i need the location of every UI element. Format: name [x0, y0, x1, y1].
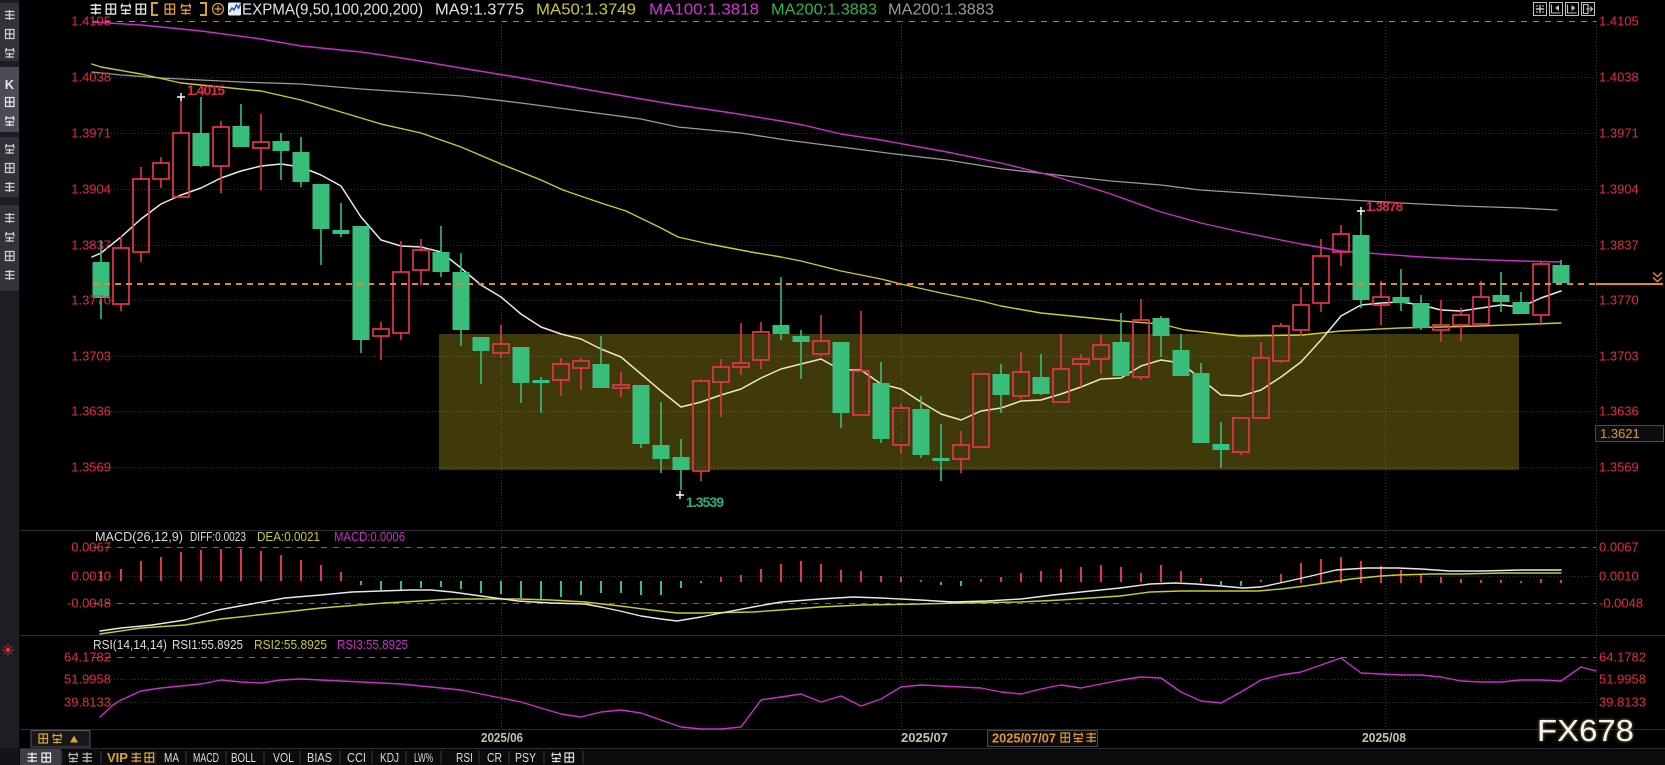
- svg-text:51.9958: 51.9958: [64, 672, 111, 687]
- svg-text:39.8133: 39.8133: [1599, 695, 1646, 710]
- svg-text:DIFF:0.0023: DIFF:0.0023: [190, 530, 246, 544]
- svg-text:-0.0048: -0.0048: [1599, 596, 1643, 611]
- svg-text:1.3770: 1.3770: [71, 293, 111, 308]
- svg-text:FX678: FX678: [1537, 713, 1634, 748]
- svg-text:1.3569: 1.3569: [71, 460, 111, 475]
- svg-text:64.1782: 64.1782: [64, 650, 111, 665]
- svg-text:K: K: [5, 77, 15, 92]
- svg-text:MA200:1.3883: MA200:1.3883: [888, 2, 994, 19]
- svg-text:MA50:1.3749: MA50:1.3749: [536, 2, 636, 19]
- svg-text:1.4105: 1.4105: [71, 14, 111, 29]
- svg-text:RSI(14,14,14): RSI(14,14,14): [93, 638, 167, 652]
- svg-text:0.0067: 0.0067: [71, 540, 111, 555]
- svg-text:1.3569: 1.3569: [1599, 460, 1639, 475]
- svg-text:1.3539: 1.3539: [686, 494, 724, 510]
- svg-text:CR: CR: [487, 751, 502, 765]
- svg-text:RSI3:55.8925: RSI3:55.8925: [337, 638, 408, 652]
- svg-text:1.4038: 1.4038: [71, 70, 111, 85]
- svg-text:1.3971: 1.3971: [1599, 126, 1639, 141]
- svg-text:1.3703: 1.3703: [1599, 349, 1639, 364]
- svg-text:0.0010: 0.0010: [71, 569, 111, 584]
- svg-text:KDJ: KDJ: [380, 751, 399, 765]
- svg-text:1.3621: 1.3621: [1600, 426, 1640, 441]
- svg-text:PSY: PSY: [515, 751, 537, 765]
- svg-text:RSI2:55.8925: RSI2:55.8925: [254, 638, 327, 652]
- svg-text:1.3636: 1.3636: [1599, 404, 1639, 419]
- svg-text:EXPMA(9,50,100,200,200): EXPMA(9,50,100,200,200): [242, 2, 423, 19]
- svg-text:1.4015: 1.4015: [187, 82, 225, 98]
- svg-text:MA9:1.3775: MA9:1.3775: [435, 2, 524, 19]
- svg-text:1.3837: 1.3837: [1599, 238, 1639, 253]
- svg-text:51.9958: 51.9958: [1599, 672, 1646, 687]
- svg-text:MACD:0.0006: MACD:0.0006: [334, 530, 405, 544]
- svg-text:BIAS: BIAS: [307, 751, 332, 765]
- svg-text:MACD(26,12,9): MACD(26,12,9): [95, 530, 183, 544]
- svg-text:2025/07: 2025/07: [901, 731, 948, 745]
- svg-text:64.1782: 64.1782: [1599, 650, 1646, 665]
- svg-text:RSI1:55.8925: RSI1:55.8925: [172, 638, 243, 652]
- svg-text:1.3770: 1.3770: [1599, 293, 1639, 308]
- svg-text:1.3971: 1.3971: [71, 126, 111, 141]
- svg-text:1.3837: 1.3837: [71, 238, 111, 253]
- svg-text:2025/08: 2025/08: [1362, 731, 1406, 745]
- svg-text:0.0010: 0.0010: [1599, 569, 1639, 584]
- svg-text:RSI: RSI: [456, 751, 473, 765]
- svg-text:1.3878: 1.3878: [1366, 199, 1403, 214]
- svg-text:DEA:0.0021: DEA:0.0021: [257, 530, 320, 544]
- svg-text:BOLL: BOLL: [231, 751, 256, 765]
- svg-text:39.8133: 39.8133: [64, 695, 111, 710]
- svg-text:CCI: CCI: [347, 751, 366, 765]
- svg-text:1.4038: 1.4038: [1599, 70, 1639, 85]
- svg-text:1.3904: 1.3904: [1599, 182, 1639, 197]
- svg-text:MA200:1.3883: MA200:1.3883: [771, 2, 877, 19]
- svg-text:1.4105: 1.4105: [1599, 14, 1639, 29]
- svg-text:2025/06: 2025/06: [481, 731, 523, 745]
- svg-text:2025/07/07: 2025/07/07: [992, 732, 1056, 746]
- svg-text:VOL: VOL: [273, 751, 294, 765]
- svg-text:MACD: MACD: [193, 751, 219, 765]
- svg-text:1.3636: 1.3636: [71, 404, 111, 419]
- svg-text:LW%: LW%: [414, 751, 433, 765]
- svg-text:1.3904: 1.3904: [71, 182, 111, 197]
- svg-text:1.3703: 1.3703: [71, 349, 111, 364]
- svg-text:VIP: VIP: [107, 751, 128, 765]
- svg-text:MA100:1.3818: MA100:1.3818: [649, 2, 759, 19]
- svg-text:MA: MA: [164, 751, 180, 765]
- svg-text:-0.0048: -0.0048: [67, 596, 111, 611]
- svg-text:0.0067: 0.0067: [1599, 540, 1639, 555]
